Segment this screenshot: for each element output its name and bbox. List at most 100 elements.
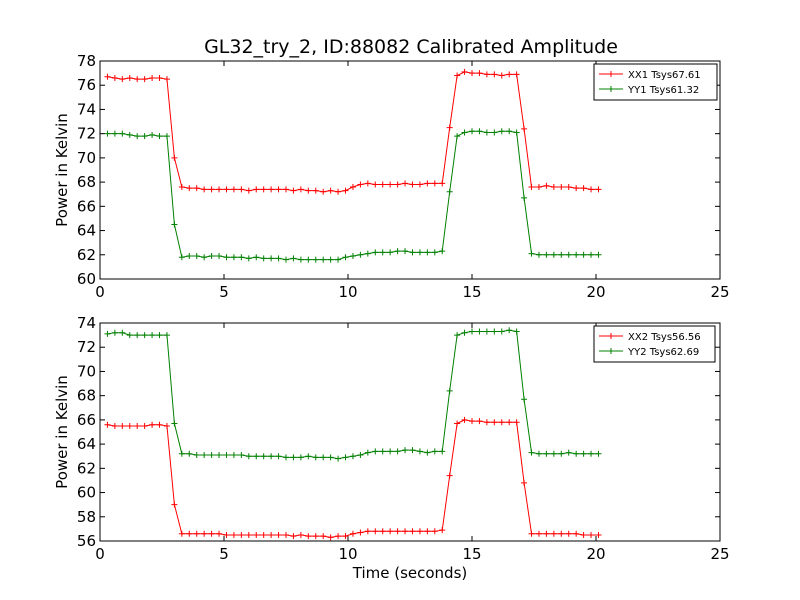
data-point	[454, 332, 461, 339]
data-point	[565, 183, 572, 190]
y-tick-label: 60	[77, 484, 96, 502]
y-tick-label: 74	[77, 100, 96, 118]
data-point	[238, 254, 245, 261]
series-xx	[104, 416, 602, 541]
data-point	[126, 131, 133, 138]
data-point	[565, 530, 572, 537]
data-point	[186, 530, 193, 537]
data-point	[335, 188, 342, 195]
x-tick-label: 20	[586, 545, 605, 563]
data-point	[439, 180, 446, 187]
data-point	[387, 181, 394, 188]
data-point	[588, 186, 595, 193]
data-point	[349, 252, 356, 259]
data-point	[461, 416, 468, 423]
data-point	[535, 251, 542, 258]
data-point	[342, 454, 349, 461]
data-point	[565, 251, 572, 258]
data-point	[379, 181, 386, 188]
data-point	[186, 185, 193, 192]
data-point	[469, 128, 475, 135]
data-point	[193, 252, 200, 259]
data-point	[431, 448, 438, 455]
data-point	[558, 251, 565, 258]
legend-label: YY1 Tsys61.32	[627, 85, 699, 96]
y-axis-label: Power in Kelvin	[53, 113, 71, 227]
data-point	[416, 249, 423, 256]
x-tick-label: 5	[219, 545, 229, 563]
data-point	[119, 130, 126, 137]
data-point	[491, 129, 498, 136]
data-point	[260, 453, 267, 460]
data-point	[476, 328, 483, 335]
data-point	[230, 186, 237, 193]
bottom-panel: 0 5 10 15 20 25 56 58 60 62 64 66 68 70 72 74 Power in K…	[53, 314, 730, 582]
top-panel: 0 5 10 15 20 25 60 62 64 66 68 70 72 74 76 78 Power in K…	[53, 52, 730, 301]
y-tick-label: 62	[77, 459, 96, 477]
data-point	[149, 332, 156, 339]
data-point	[513, 129, 520, 136]
data-point	[588, 450, 595, 457]
figure-title: GL32_try_2, ID:88082 Calibrated Amplitud…	[204, 36, 618, 58]
data-point	[305, 187, 312, 194]
data-point	[260, 186, 267, 193]
data-point	[550, 183, 557, 190]
data-point	[580, 450, 587, 457]
data-point	[580, 531, 587, 538]
data-point	[588, 251, 595, 258]
data-point	[134, 76, 141, 83]
legend-label: XX2 Tsys56.56	[628, 332, 701, 343]
data-point	[275, 453, 282, 460]
data-point	[498, 128, 505, 135]
y-tick-label: 76	[77, 76, 96, 94]
data-point	[364, 250, 371, 257]
data-point	[506, 71, 513, 78]
y-tick-label: 68	[77, 387, 96, 405]
data-point	[141, 133, 148, 140]
data-point	[543, 450, 550, 457]
data-point	[141, 332, 148, 339]
data-point	[446, 124, 453, 131]
data-point	[595, 531, 602, 538]
data-point	[521, 396, 528, 403]
data-point	[245, 187, 252, 194]
data-point	[342, 187, 349, 194]
data-point	[201, 530, 208, 537]
data-point	[498, 419, 505, 426]
data-point	[558, 450, 565, 457]
data-point	[528, 449, 535, 456]
data-point	[491, 419, 498, 426]
data-point	[230, 254, 237, 261]
data-point	[312, 533, 319, 540]
data-point	[476, 418, 483, 425]
data-point	[297, 256, 304, 263]
series-yy	[104, 327, 602, 462]
data-point	[327, 187, 334, 194]
y-axis-label: Power in Kelvin	[53, 375, 71, 489]
data-point	[156, 332, 163, 339]
data-point	[595, 251, 602, 258]
data-point	[446, 188, 453, 195]
data-point	[506, 327, 513, 334]
data-point	[275, 186, 282, 193]
data-point	[461, 129, 468, 136]
data-point	[134, 133, 141, 140]
data-point	[550, 251, 557, 258]
data-point	[580, 251, 587, 258]
data-point	[283, 256, 289, 263]
data-point	[171, 154, 178, 161]
data-point	[491, 71, 498, 78]
data-point	[245, 531, 252, 538]
legend-label: YY2 Tsys62.69	[627, 347, 699, 358]
data-point	[483, 419, 490, 426]
data-point	[580, 185, 587, 192]
data-point	[446, 387, 453, 394]
data-point	[201, 452, 208, 459]
data-point	[268, 453, 275, 460]
y-tick-label: 66	[77, 197, 96, 215]
data-point	[253, 254, 260, 261]
data-point	[387, 528, 394, 535]
data-point	[201, 186, 208, 193]
x-tick-label: 15	[462, 283, 481, 301]
y-tick-label: 70	[77, 362, 96, 380]
